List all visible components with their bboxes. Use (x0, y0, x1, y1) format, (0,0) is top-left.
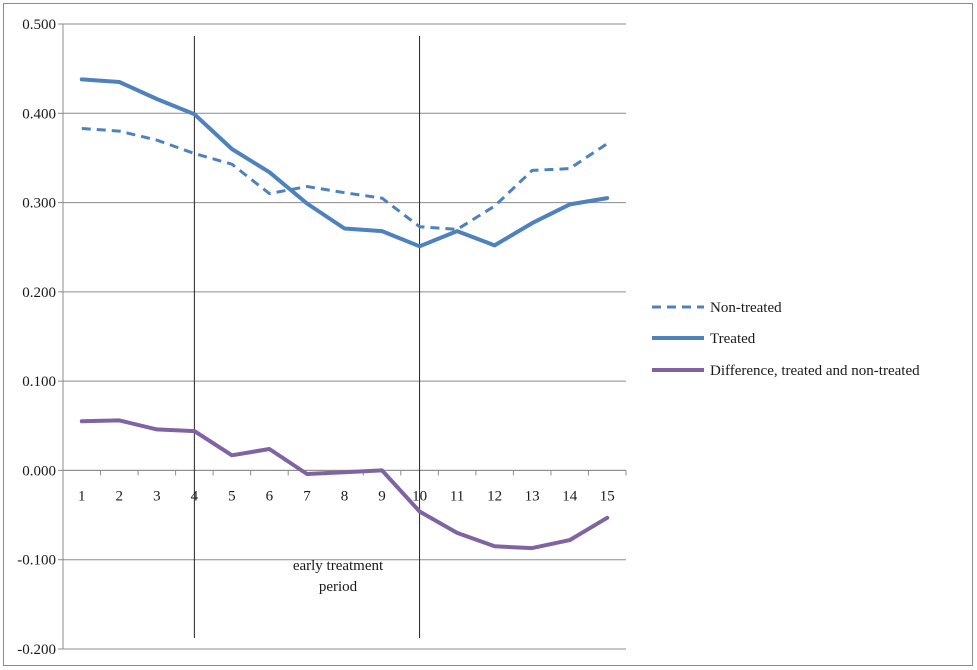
y-tick-label: -0.100 (17, 553, 56, 569)
y-tick-label: 0.300 (22, 196, 56, 212)
annotation-line-2: period (319, 579, 358, 595)
x-tick-label: 15 (600, 488, 615, 504)
vertical-markers (193, 36, 421, 638)
x-tick-label: 9 (378, 488, 386, 504)
x-tick-label: 5 (228, 488, 236, 504)
x-tick-label: 2 (116, 488, 124, 504)
series-line (81, 127, 609, 231)
x-tick-label: 14 (562, 488, 578, 504)
y-tick-label: 0.000 (22, 463, 56, 479)
x-tick-label: 8 (341, 488, 349, 504)
x-tick-label: 13 (525, 488, 540, 504)
y-tick-label: 0.100 (22, 374, 56, 390)
x-tick-label: 1 (78, 488, 86, 504)
legend-label: Difference, treated and non-treated (710, 363, 920, 379)
x-tick-label: 11 (450, 488, 464, 504)
y-tick-label: -0.200 (17, 642, 56, 658)
annotation: early treatment period (293, 558, 384, 595)
y-tick-label: 0.200 (22, 285, 56, 301)
x-tick-label: 12 (487, 488, 502, 504)
legend-label: Non-treated (710, 300, 782, 316)
gridlines (63, 23, 626, 650)
x-tick-label: 6 (266, 488, 274, 504)
annotation-line-1: early treatment (293, 558, 384, 574)
legend-label: Treated (710, 331, 756, 347)
series-line (79, 418, 610, 551)
x-axis: 123456789101112131415 (62, 469, 627, 504)
x-tick-label: 7 (303, 488, 311, 504)
series-line (79, 77, 610, 249)
y-axis: -0.200 -0.100 0.000 0.100 0.200 0.300 0.400 0.5… (17, 17, 64, 658)
y-tick-label: 0.500 (22, 17, 56, 33)
y-tick-label: 0.400 (22, 106, 56, 122)
x-tick-label: 3 (153, 488, 161, 504)
series-lines (79, 77, 610, 551)
legend: Non-treated Treated Difference, treated an… (652, 300, 920, 379)
